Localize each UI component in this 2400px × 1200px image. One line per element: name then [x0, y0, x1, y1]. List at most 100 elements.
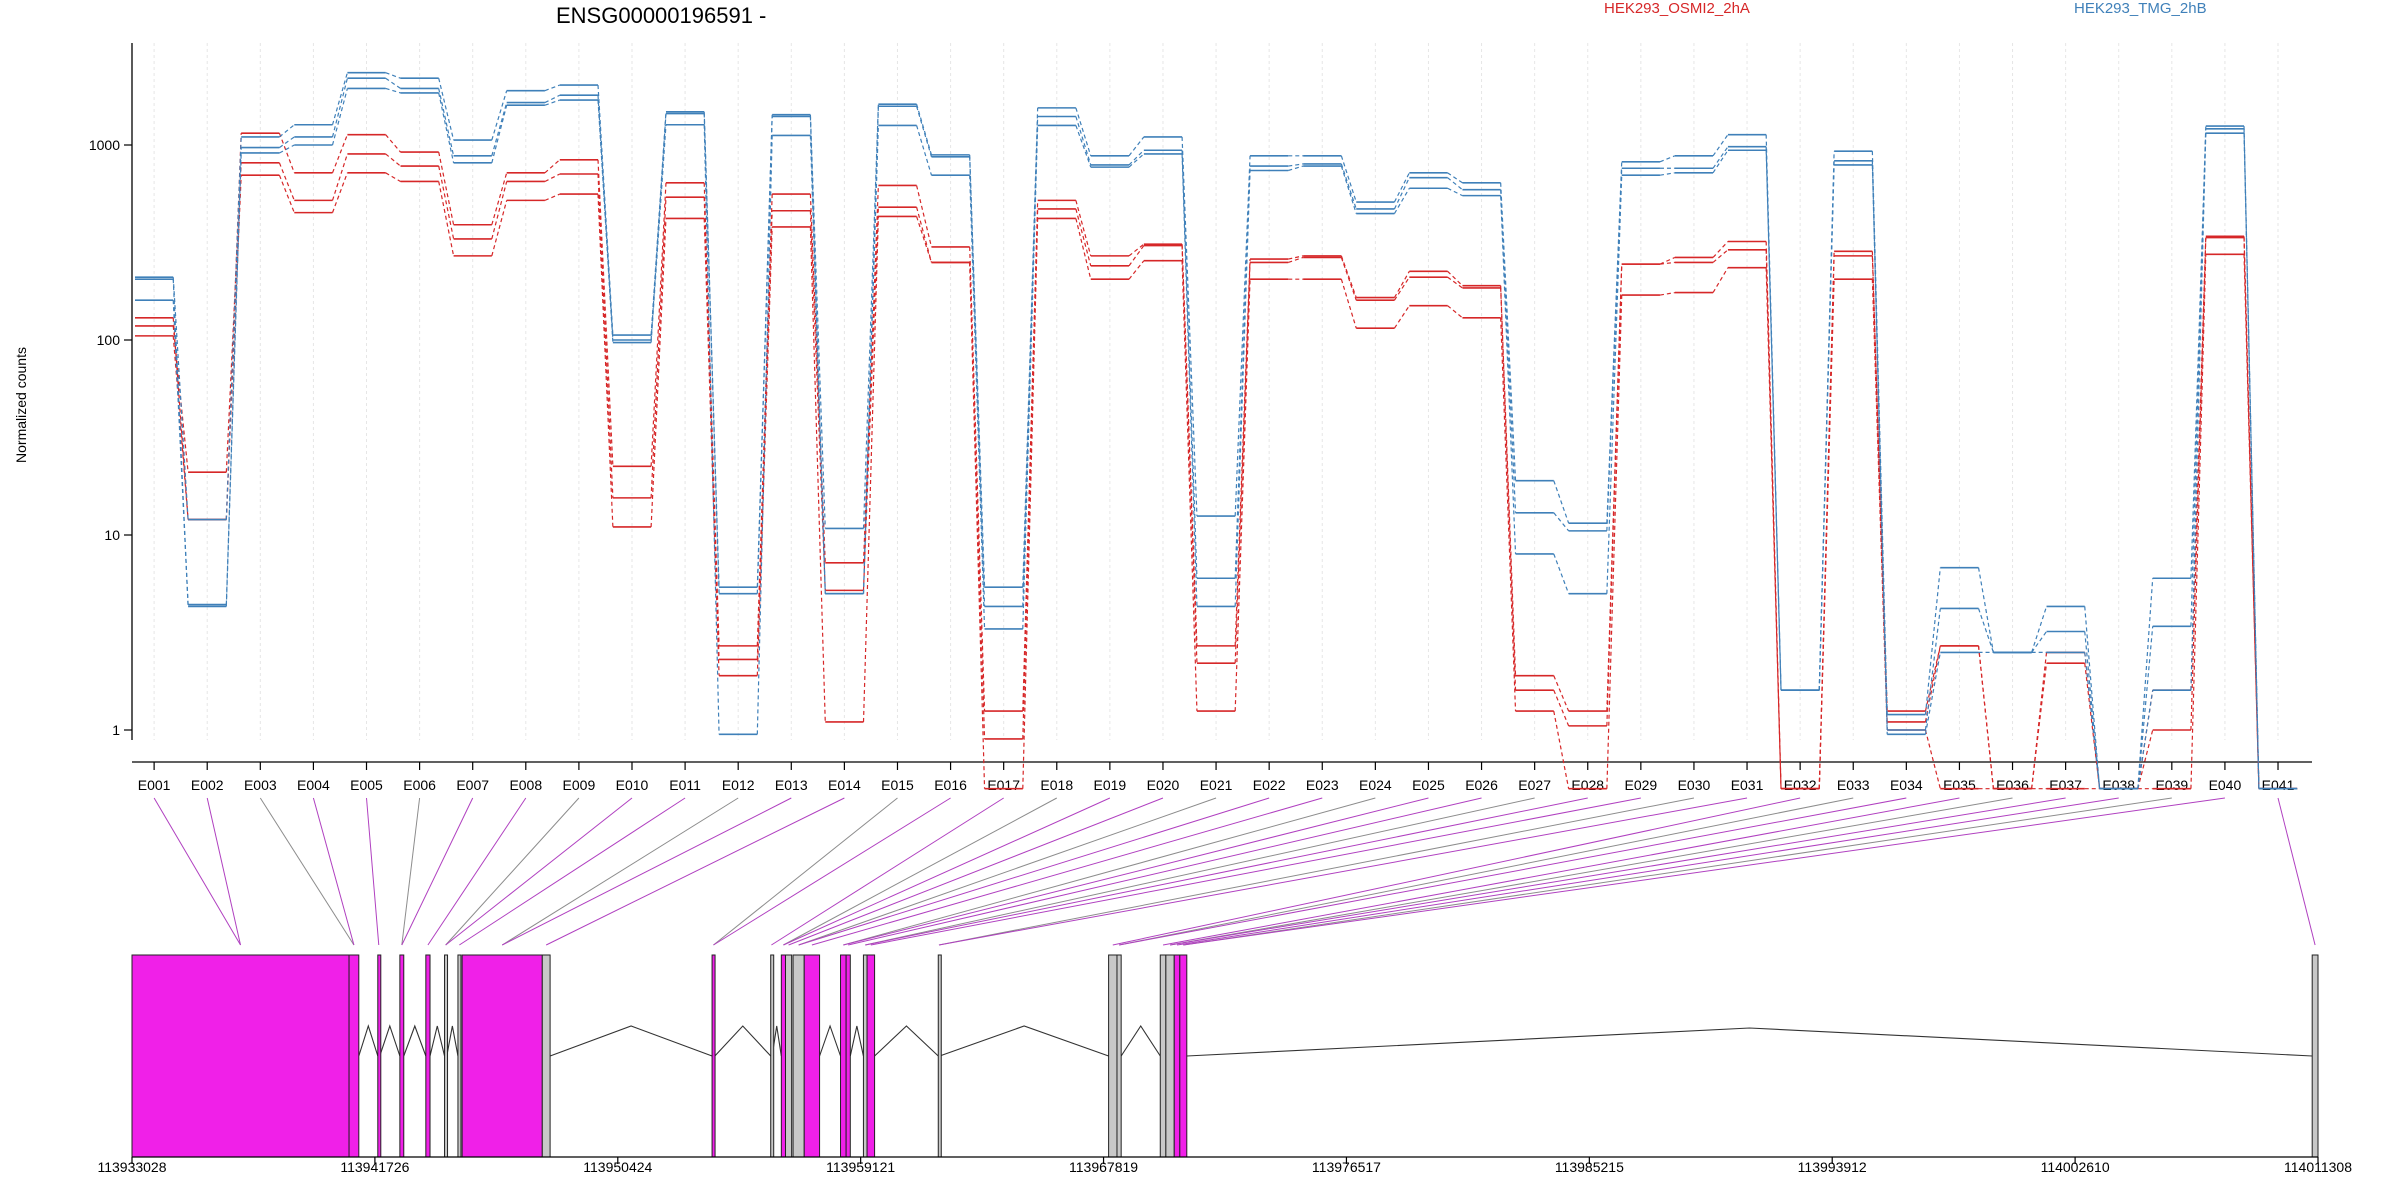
series-2-rep-3-connector	[438, 92, 455, 163]
x-tick-label: E004	[297, 777, 330, 793]
x-tick-label: E022	[1253, 777, 1286, 793]
series-2-rep-1-connector	[1553, 480, 1570, 524]
series-2-rep-3-connector	[1393, 187, 1410, 214]
series-2-rep-2-connector	[2084, 631, 2101, 789]
exon-link	[1162, 797, 1960, 946]
series-1-rep-1-connector	[2031, 652, 2048, 789]
series-2-rep-3-connector	[1181, 153, 1198, 607]
exon-link	[1183, 797, 2172, 946]
y-tick-label: 100	[97, 332, 121, 348]
series-1-rep-1-connector	[1128, 243, 1145, 257]
exon-box-e010	[711, 954, 716, 1158]
exon-link	[401, 797, 474, 946]
x-tick-label: E039	[2155, 777, 2188, 793]
series-2-rep-2-connector	[1553, 512, 1570, 532]
x-tick-label: E013	[775, 777, 808, 793]
x-tick-label: E028	[1571, 777, 1604, 793]
series-1-rep-2-connector	[1765, 249, 1782, 789]
exon-link	[848, 797, 1482, 946]
genomic-tick-label: 114002610	[2041, 1159, 2110, 1175]
series-1-rep-3-connector	[1447, 305, 1463, 319]
y-tick-label: 1	[112, 722, 120, 738]
series-1-rep-3-connector	[1765, 267, 1782, 789]
exon-link	[938, 797, 1748, 946]
intron-connector	[358, 1024, 379, 1057]
x-tick-label: E006	[403, 777, 436, 793]
exon-box-e003	[377, 954, 382, 1158]
genomic-tick-label: 113933028	[97, 1159, 166, 1175]
series-2-rep-3-connector	[279, 144, 295, 154]
series-2-rep-1-connector	[225, 136, 242, 520]
exon-box-e016	[840, 954, 847, 1158]
series-1-rep-2-connector	[1712, 249, 1729, 263]
x-tick-label: E027	[1518, 777, 1551, 793]
series-1-rep-3-connector	[1871, 279, 1888, 731]
series-2-rep-2-connector	[650, 113, 667, 341]
exon-box-e018	[862, 954, 868, 1158]
exon-link	[798, 797, 1270, 946]
exon-box-e021	[1108, 954, 1118, 1158]
series-2-rep-3-connector	[2190, 133, 2207, 691]
exon-link	[1183, 797, 2225, 946]
series-1-rep-2-connector	[862, 207, 879, 591]
x-tick-label: E019	[1094, 777, 1127, 793]
series-2-rep-1-connector	[172, 277, 189, 520]
series-2-rep-3-connector	[172, 279, 189, 607]
exon-link	[206, 797, 242, 946]
exon-link	[445, 797, 633, 946]
series-1-rep-3-connector	[1712, 267, 1729, 293]
series-2-rep-2-connector	[491, 102, 508, 156]
expression-lines	[135, 71, 2298, 790]
exon-box-e027	[2311, 954, 2319, 1158]
intron-connector	[819, 1024, 842, 1057]
series-1-rep-3-connector	[1818, 279, 1835, 789]
x-tick-label: E031	[1731, 777, 1764, 793]
genomic-tick-label: 113985215	[1555, 1159, 1624, 1175]
series-2-rep-2-connector	[1871, 160, 1888, 731]
x-tick-label: E040	[2209, 777, 2242, 793]
series-1-rep-3-connector	[916, 216, 933, 263]
series-1-rep-3-connector	[1553, 710, 1570, 789]
series-1-rep-1-connector	[1553, 675, 1570, 712]
genomic-tick-label: 113976517	[1312, 1159, 1381, 1175]
exon-link	[783, 797, 1058, 946]
series-1-rep-1-connector	[916, 185, 933, 248]
exon-box-e020	[937, 954, 942, 1158]
series-1-rep-1-connector	[491, 172, 508, 225]
intron-connector	[1186, 1027, 2313, 1057]
series-1-rep-1-connector	[969, 246, 986, 712]
series-2-rep-3-connector	[1500, 195, 1517, 554]
x-tick-label: E033	[1837, 777, 1870, 793]
exon-box-e017	[845, 954, 851, 1158]
series-2-rep-3-connector	[544, 99, 560, 106]
series-2-rep-2-connector	[385, 77, 401, 89]
series-1-rep-1-connector	[650, 182, 667, 467]
series-1-rep-3-connector	[1659, 292, 1675, 296]
y-tick-label: 10	[104, 527, 120, 543]
genomic-coordinate-axis: 113933028 113941726 113950424 113959121 1139…	[97, 1156, 2352, 1175]
x-tick-label: E021	[1200, 777, 1233, 793]
x-tick-label: E009	[563, 777, 596, 793]
exon-link	[401, 797, 421, 946]
series-2-rep-3-connector	[1234, 170, 1251, 607]
gene-model	[131, 954, 2319, 1158]
series-1-rep-2-connector	[225, 162, 242, 473]
series-2-rep-1-connector	[2031, 606, 2048, 653]
series-1-rep-1-connector	[331, 134, 348, 174]
series-2-rep-3-connector	[385, 87, 401, 94]
series-1-rep-1-connector	[1288, 255, 1304, 260]
exon-box-e022	[1116, 954, 1122, 1158]
genomic-tick-label: 113959121	[826, 1159, 895, 1175]
exon-box-e001	[131, 954, 350, 1158]
series-2-rep-1-connector	[1393, 172, 1410, 203]
exon-box-e024	[1165, 954, 1175, 1158]
exon-link	[445, 797, 580, 946]
x-tick-label: E002	[191, 777, 224, 793]
series-2-rep-1-connector	[385, 72, 401, 79]
x-axis: E001 E002 E003 E004 E005 E006 E007 E008 E009 E010…	[132, 761, 2312, 793]
series-2-rep-3-connector	[331, 88, 348, 146]
series-2-rep-3-connector	[1128, 153, 1145, 168]
series-2-rep-1-connector	[1712, 134, 1729, 157]
series-2-rep-3-connector	[756, 135, 773, 735]
